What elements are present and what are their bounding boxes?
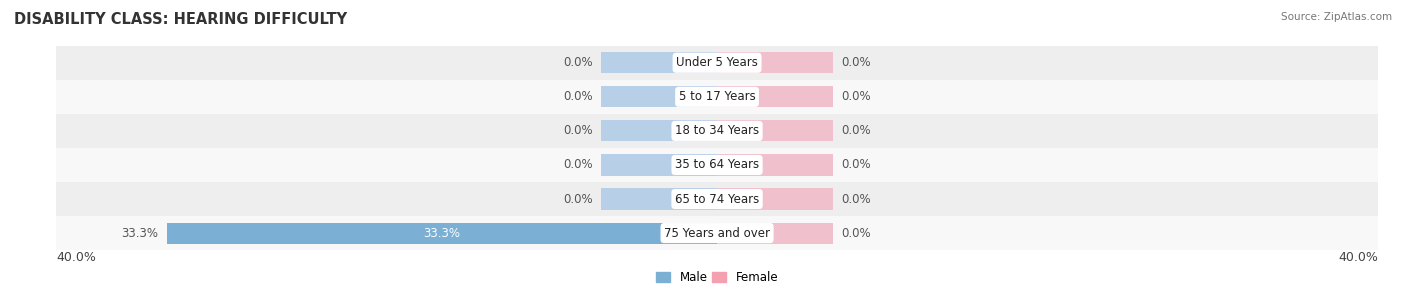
Text: 33.3%: 33.3% [122, 227, 159, 239]
Text: 0.0%: 0.0% [841, 159, 870, 171]
Bar [56, 216, 1378, 250]
Legend: Male, Female: Male, Female [651, 267, 783, 289]
Text: 0.0%: 0.0% [564, 56, 593, 69]
Bar [717, 86, 832, 107]
Bar [717, 52, 832, 73]
Bar [167, 223, 717, 244]
Bar [56, 114, 1378, 148]
Bar [717, 154, 832, 175]
Text: 0.0%: 0.0% [841, 227, 870, 239]
Text: 0.0%: 0.0% [841, 192, 870, 206]
Text: 75 Years and over: 75 Years and over [664, 227, 770, 239]
Text: 65 to 74 Years: 65 to 74 Years [675, 192, 759, 206]
Text: 0.0%: 0.0% [564, 159, 593, 171]
Bar [56, 80, 1378, 114]
Text: DISABILITY CLASS: HEARING DIFFICULTY: DISABILITY CLASS: HEARING DIFFICULTY [14, 12, 347, 27]
Text: 35 to 64 Years: 35 to 64 Years [675, 159, 759, 171]
Text: 0.0%: 0.0% [564, 192, 593, 206]
Text: 40.0%: 40.0% [1339, 251, 1378, 264]
Text: 0.0%: 0.0% [564, 124, 593, 137]
Bar [56, 148, 1378, 182]
Text: 5 to 17 Years: 5 to 17 Years [679, 90, 755, 103]
Text: 18 to 34 Years: 18 to 34 Years [675, 124, 759, 137]
Text: 33.3%: 33.3% [423, 227, 461, 239]
Text: Under 5 Years: Under 5 Years [676, 56, 758, 69]
Bar [602, 154, 717, 175]
Bar [56, 182, 1378, 216]
Text: 0.0%: 0.0% [841, 124, 870, 137]
Bar [167, 223, 717, 244]
Bar [717, 223, 832, 244]
Bar [717, 188, 832, 210]
Bar [717, 120, 832, 142]
Bar [602, 86, 717, 107]
Text: 0.0%: 0.0% [564, 90, 593, 103]
Bar [602, 188, 717, 210]
Bar [56, 46, 1378, 80]
Bar [602, 120, 717, 142]
Text: Source: ZipAtlas.com: Source: ZipAtlas.com [1281, 12, 1392, 22]
Text: 0.0%: 0.0% [841, 56, 870, 69]
Text: 0.0%: 0.0% [841, 90, 870, 103]
Text: 40.0%: 40.0% [56, 251, 96, 264]
Bar [602, 52, 717, 73]
